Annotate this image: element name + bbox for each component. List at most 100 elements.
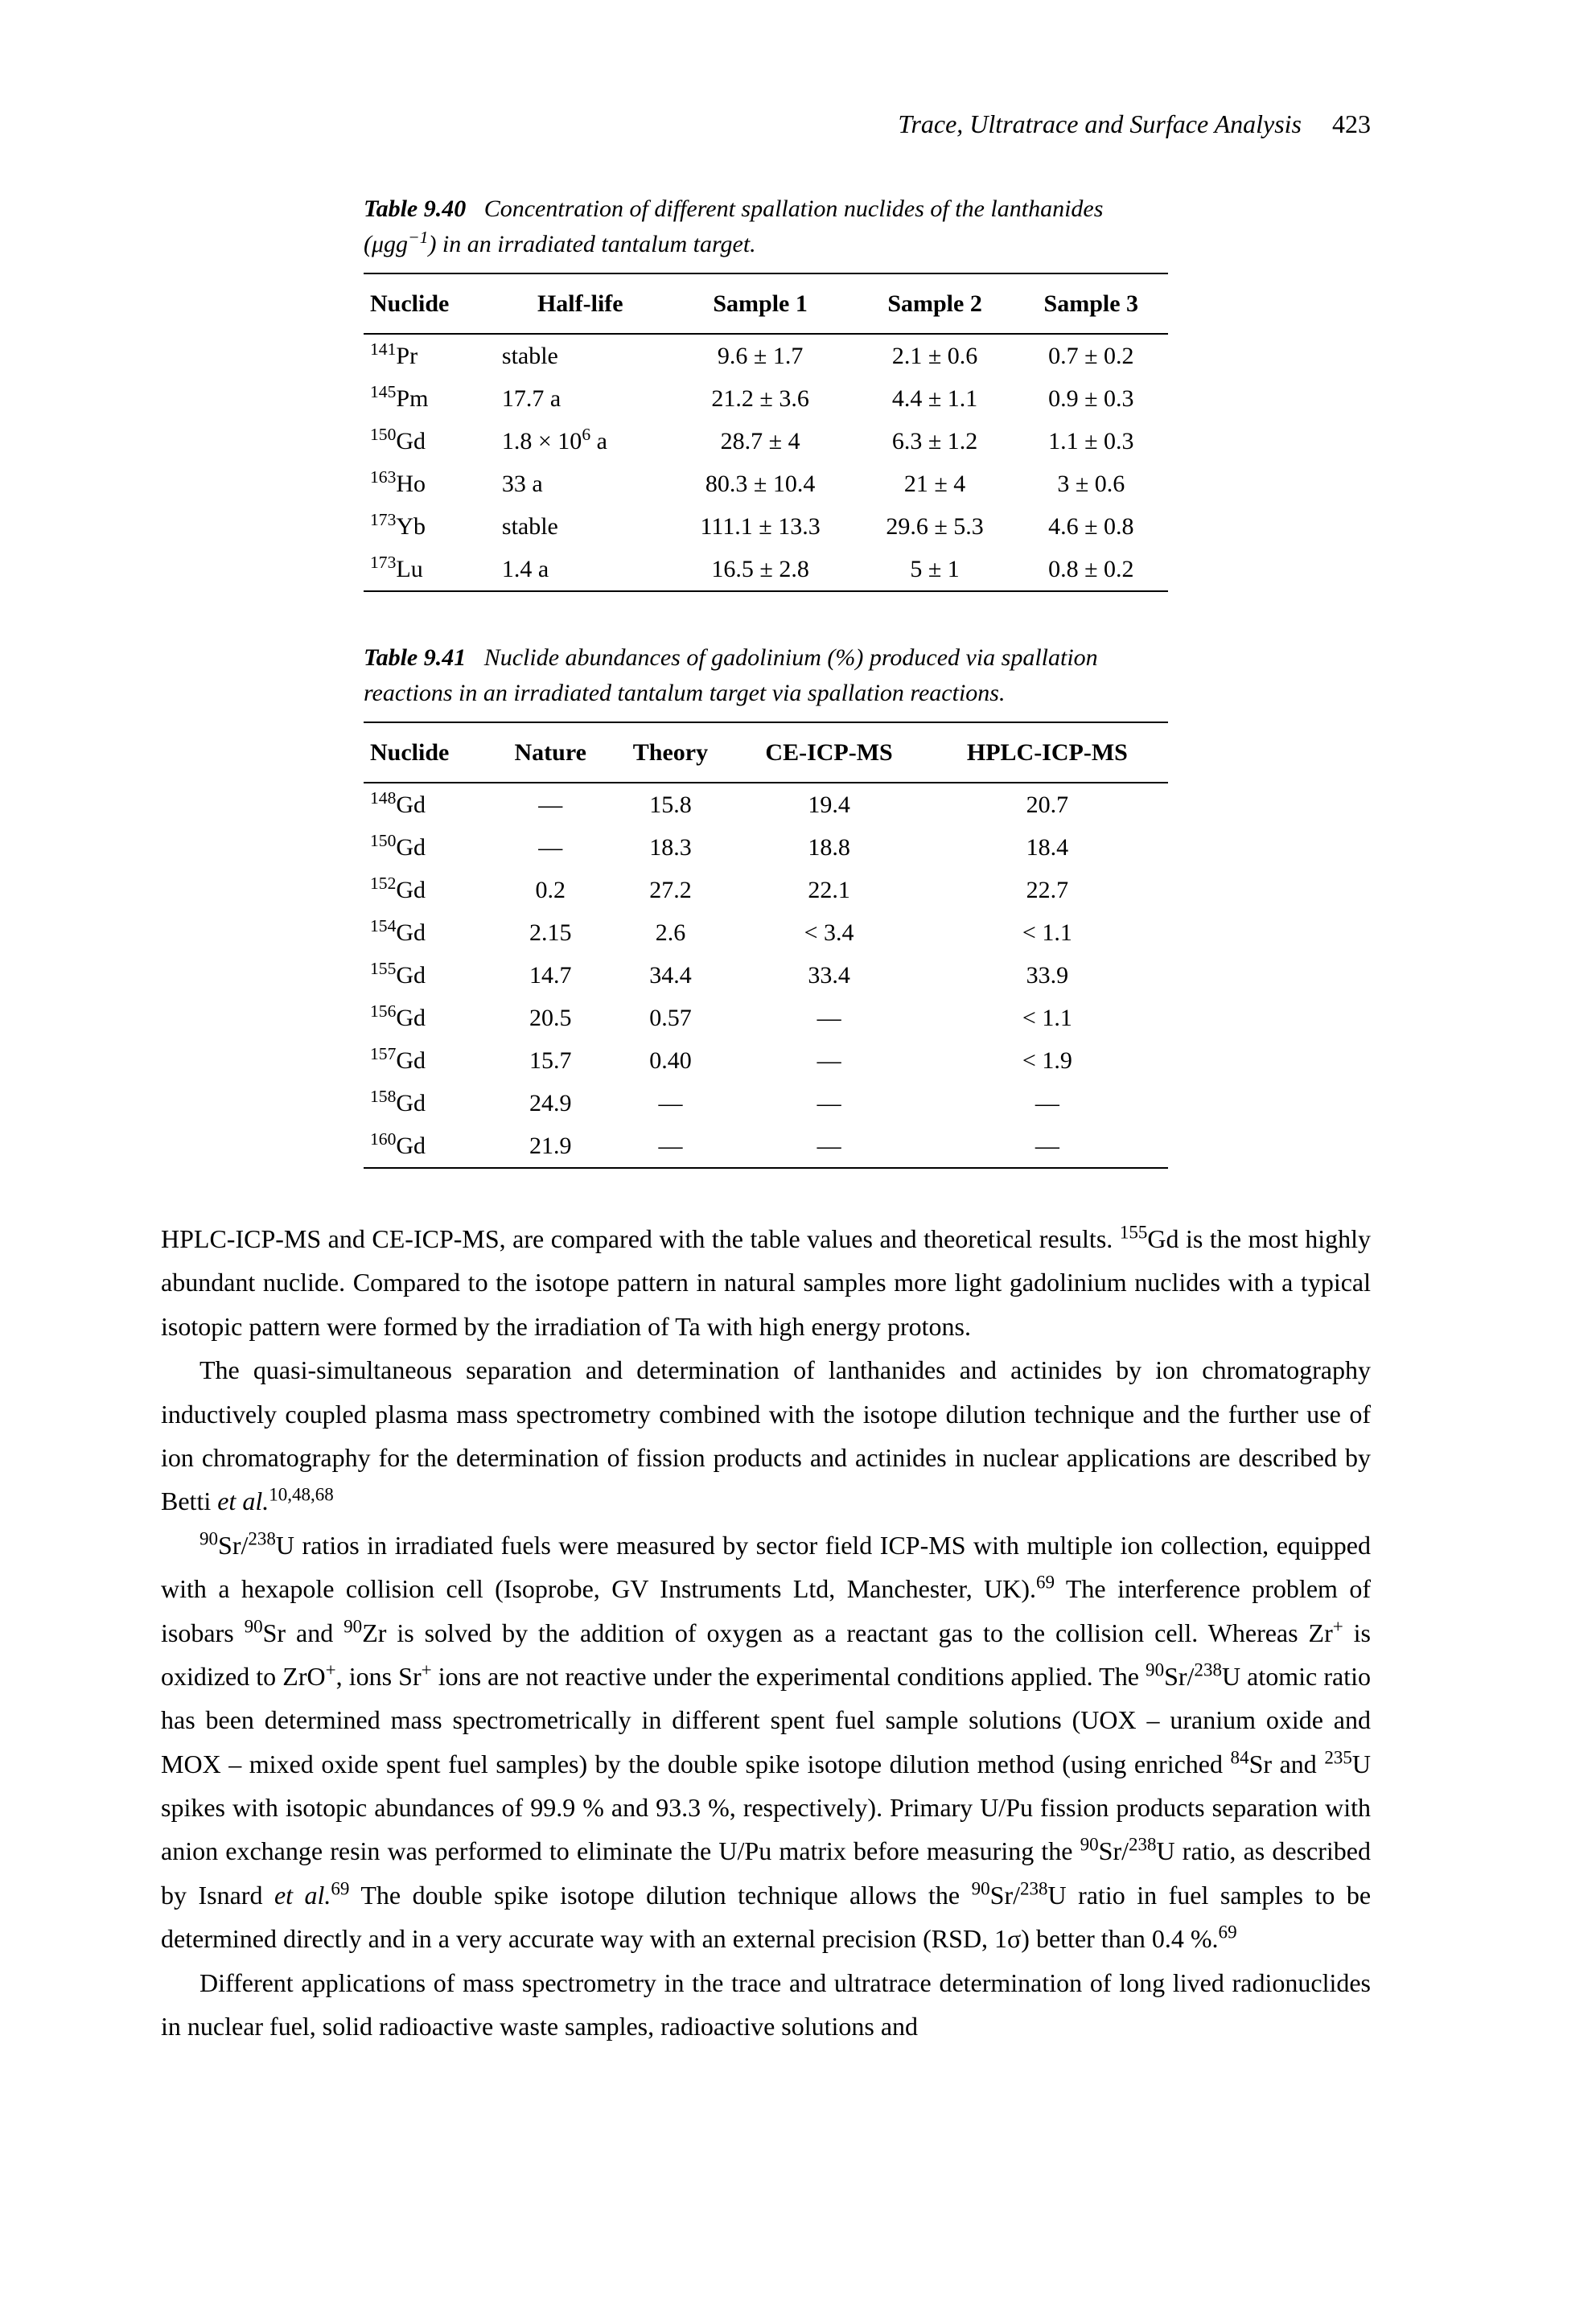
table-cell: — [609,1082,731,1125]
table-cell: — [609,1125,731,1168]
table-row: 157Gd15.70.40—< 1.9 [364,1039,1168,1082]
table-col-header: Nuclide [364,722,492,783]
page-number: 423 [1332,109,1371,138]
paragraph: 90Sr/238U ratios in irradiated fuels wer… [161,1523,1371,1961]
table-cell: 24.9 [492,1082,610,1125]
table-cell: 33.4 [731,954,926,997]
table-940-label: Table 9.40 [364,195,466,222]
table-cell: — [731,1082,926,1125]
table-cell: 20.7 [927,783,1168,826]
table-cell: 19.4 [731,783,926,826]
table-cell: 154Gd [364,911,492,954]
table-col-header: Nature [492,722,610,783]
table-row: 158Gd24.9——— [364,1082,1168,1125]
table-cell: 22.7 [927,869,1168,911]
paragraph: The quasi-simultaneous separation and de… [161,1348,1371,1523]
table-cell: 21.9 [492,1125,610,1168]
table-cell: 21.2 ± 3.6 [665,377,856,420]
table-col-header: HPLC-ICP-MS [927,722,1168,783]
table-cell: 1.8 × 106 a [496,420,665,463]
table-row: 145Pm17.7 a21.2 ± 3.64.4 ± 1.10.9 ± 0.3 [364,377,1168,420]
table-row: 150Gd1.8 × 106 a28.7 ± 46.3 ± 1.21.1 ± 0… [364,420,1168,463]
table-cell: 4.6 ± 0.8 [1014,505,1168,548]
table-row: 150Gd—18.318.818.4 [364,826,1168,869]
table-cell: 2.1 ± 0.6 [856,334,1014,377]
table-cell: 20.5 [492,997,610,1039]
table-cell: 34.4 [609,954,731,997]
table-cell: 80.3 ± 10.4 [665,463,856,505]
table-cell: 9.6 ± 1.7 [665,334,856,377]
table-cell: 111.1 ± 13.3 [665,505,856,548]
table-941-caption: Table 9.41 Nuclide abundances of gadolin… [364,640,1168,710]
table-cell: 1.4 a [496,548,665,591]
table-cell: 2.15 [492,911,610,954]
table-cell: 160Gd [364,1125,492,1168]
table-cell: — [731,1039,926,1082]
table-cell: 163Ho [364,463,496,505]
table-col-header: Sample 2 [856,273,1014,334]
paragraph: HPLC-ICP-MS and CE-ICP-MS, are compared … [161,1217,1371,1348]
table-row: 173Lu1.4 a16.5 ± 2.85 ± 10.8 ± 0.2 [364,548,1168,591]
table-cell: 16.5 ± 2.8 [665,548,856,591]
table-cell: — [492,826,610,869]
running-head: Trace, Ultratrace and Surface Analysis 4… [161,105,1371,143]
table-cell: 22.1 [731,869,926,911]
table-941: NuclideNatureTheoryCE-ICP-MSHPLC-ICP-MS … [364,722,1168,1169]
table-941-body: 148Gd—15.819.420.7150Gd—18.318.818.4152G… [364,783,1168,1168]
table-col-header: Nuclide [364,273,496,334]
table-row: 148Gd—15.819.420.7 [364,783,1168,826]
table-940-body: 141Prstable9.6 ± 1.72.1 ± 0.60.7 ± 0.214… [364,334,1168,591]
table-cell: — [731,1125,926,1168]
table-cell: 0.2 [492,869,610,911]
table-cell: 155Gd [364,954,492,997]
table-col-header: Half-life [496,273,665,334]
table-cell: 5 ± 1 [856,548,1014,591]
table-941-block: Table 9.41 Nuclide abundances of gadolin… [364,640,1168,1169]
table-cell: 15.8 [609,783,731,826]
table-941-header-row: NuclideNatureTheoryCE-ICP-MSHPLC-ICP-MS [364,722,1168,783]
table-cell: 2.6 [609,911,731,954]
table-row: 160Gd21.9——— [364,1125,1168,1168]
table-col-header: Theory [609,722,731,783]
table-cell: 0.8 ± 0.2 [1014,548,1168,591]
table-cell: 158Gd [364,1082,492,1125]
table-941-caption-text: Nuclide abundances of gadolinium (%) pro… [364,644,1098,706]
table-cell: 27.2 [609,869,731,911]
table-row: 154Gd2.152.6< 3.4< 1.1 [364,911,1168,954]
table-940: NuclideHalf-lifeSample 1Sample 2Sample 3… [364,273,1168,592]
table-cell: stable [496,334,665,377]
table-cell: 15.7 [492,1039,610,1082]
table-cell: 17.7 a [496,377,665,420]
table-row: 141Prstable9.6 ± 1.72.1 ± 0.60.7 ± 0.2 [364,334,1168,377]
table-cell: 1.1 ± 0.3 [1014,420,1168,463]
table-cell: 145Pm [364,377,496,420]
table-cell: 148Gd [364,783,492,826]
table-cell: 173Yb [364,505,496,548]
table-940-block: Table 9.40 Concentration of different sp… [364,191,1168,592]
table-cell: — [492,783,610,826]
table-cell: 28.7 ± 4 [665,420,856,463]
table-cell: 18.3 [609,826,731,869]
table-cell: 0.57 [609,997,731,1039]
table-940-caption: Table 9.40 Concentration of different sp… [364,191,1168,261]
table-cell: 29.6 ± 5.3 [856,505,1014,548]
table-col-header: CE-ICP-MS [731,722,926,783]
table-cell: 4.4 ± 1.1 [856,377,1014,420]
table-row: 155Gd14.734.433.433.9 [364,954,1168,997]
table-cell: 18.8 [731,826,926,869]
table-cell: 156Gd [364,997,492,1039]
table-cell: 0.40 [609,1039,731,1082]
table-cell: 157Gd [364,1039,492,1082]
table-cell: — [927,1082,1168,1125]
table-cell: 150Gd [364,826,492,869]
table-row: 163Ho33 a80.3 ± 10.421 ± 43 ± 0.6 [364,463,1168,505]
table-cell: < 3.4 [731,911,926,954]
table-cell: < 1.1 [927,997,1168,1039]
table-941-label: Table 9.41 [364,644,466,671]
paragraph: Different applications of mass spectrome… [161,1961,1371,2049]
table-row: 152Gd0.227.222.122.7 [364,869,1168,911]
table-col-header: Sample 1 [665,273,856,334]
table-cell: 6.3 ± 1.2 [856,420,1014,463]
table-cell: 33.9 [927,954,1168,997]
table-cell: 3 ± 0.6 [1014,463,1168,505]
